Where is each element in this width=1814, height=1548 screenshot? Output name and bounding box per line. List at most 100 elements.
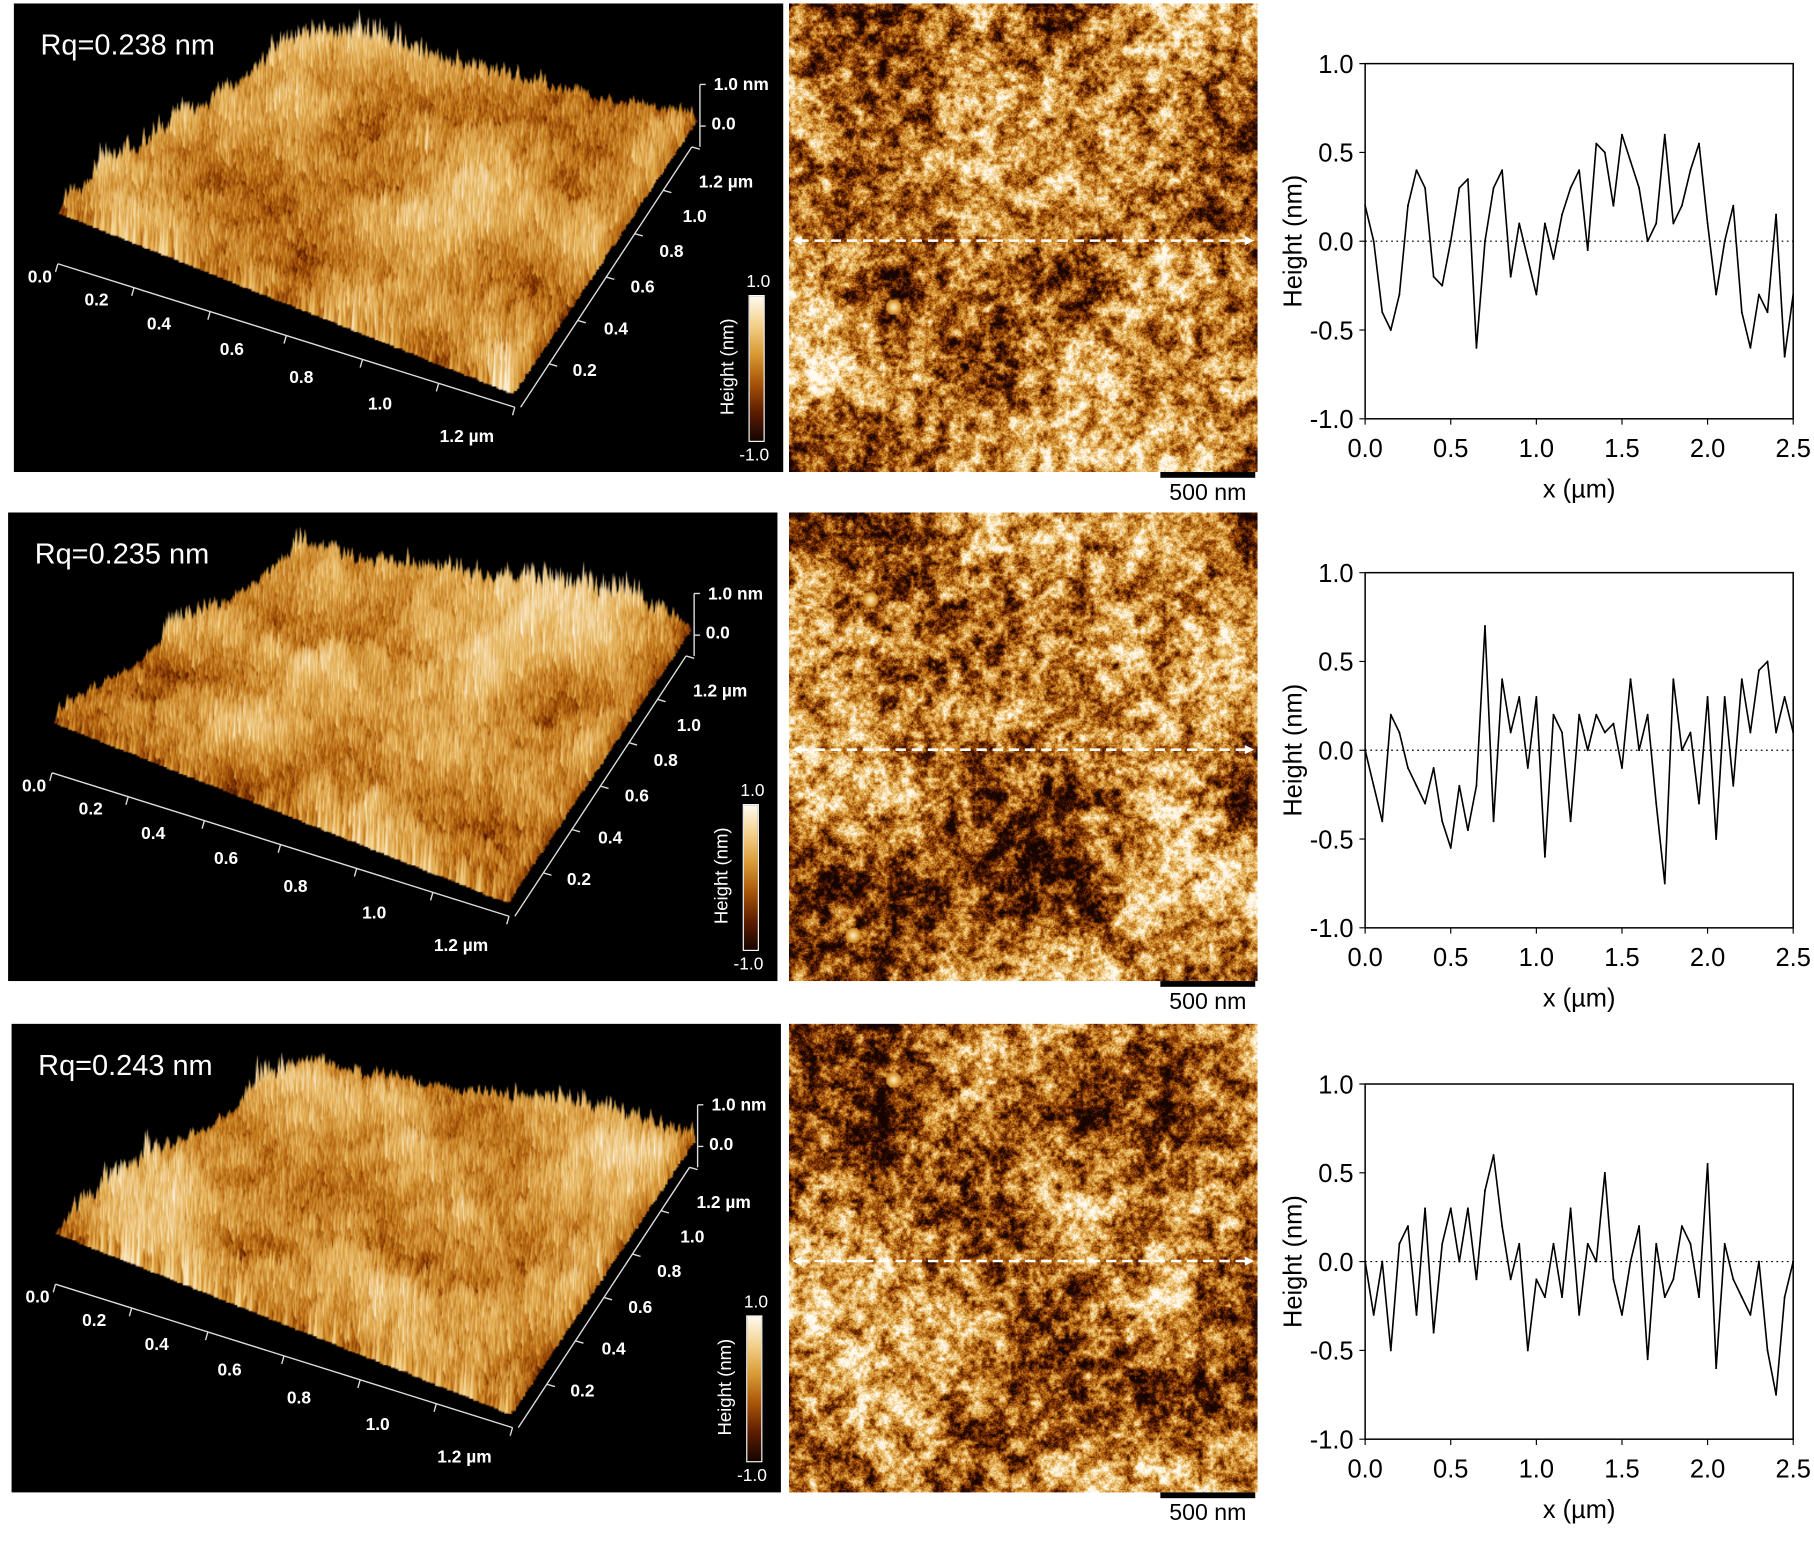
- y-tick-label: -1.0: [1310, 915, 1354, 943]
- z-axis-label: 1.0 nm: [711, 1095, 767, 1116]
- x-axis-label: 0.4: [141, 823, 166, 844]
- x-axis-tick: [49, 772, 53, 782]
- x-tick-label: 1.0: [1519, 1455, 1554, 1483]
- profile-data-point: [1715, 293, 1718, 296]
- profile-data-point: [1389, 329, 1392, 331]
- afm-3d-surface-panel: Rq=0.243 nm 1.0 nm 0.0 1.2 µm 1.0 0.8 0.6 0.4 0.…: [11, 1023, 781, 1493]
- profile-data-point: [1663, 1296, 1666, 1299]
- profile-data-point: [1398, 293, 1401, 296]
- profile-data-point: [1689, 169, 1692, 172]
- x-axis-label: 1.0: [365, 1414, 390, 1435]
- profile-data-point: [1543, 855, 1546, 858]
- profile-data-point: [1732, 1278, 1735, 1281]
- profile-data-point: [1501, 169, 1504, 172]
- profile-data-point: [1449, 1207, 1452, 1210]
- x-axis-tick: [125, 796, 129, 806]
- x-axis-tick: [201, 820, 206, 829]
- arrowhead-right-icon: [1244, 745, 1255, 755]
- colorbar-title: Height (nm): [712, 827, 733, 925]
- profile-data-point: [1372, 1313, 1375, 1316]
- colorbar-max-label: 1.0: [740, 780, 765, 801]
- y-axis-label: 1.2 µm: [696, 1192, 751, 1213]
- profile-data-point: [1775, 731, 1777, 734]
- profile-data-point: [1646, 1358, 1649, 1361]
- y-tick-label: 0.5: [1318, 649, 1353, 677]
- x-axis-tick: [357, 1379, 361, 1389]
- scale-bar: [1160, 472, 1256, 478]
- arrowhead-right-icon: [1244, 236, 1255, 246]
- height-profile-chart: 1.00.50.0-0.5-1.00.0 0.5 1.0 1.5 2.0 2.5x (µm…: [1280, 1071, 1811, 1524]
- scale-bar-label: 500 nm: [1169, 989, 1247, 1015]
- x-axis-label: 0.8: [289, 367, 314, 388]
- profile-data-point: [1432, 275, 1435, 278]
- profile-data-point: [1561, 213, 1563, 216]
- profile-line-marker: [792, 236, 1255, 246]
- x-tick-label: 1.0: [1519, 944, 1554, 972]
- y-axis-tick: [660, 1210, 670, 1214]
- colorbar-min-label: -1.0: [736, 1465, 767, 1486]
- surface-3d-render: [8, 512, 778, 982]
- profile-data-point: [1698, 802, 1700, 805]
- profile-data-point: [1792, 1260, 1795, 1263]
- x-tick-label: 2.0: [1690, 944, 1725, 972]
- profile-data-point: [1372, 784, 1375, 787]
- profile-data-point: [1518, 222, 1521, 225]
- x-axis-line: [51, 772, 510, 917]
- surface-3d-render: [13, 3, 784, 473]
- profile-data-point: [1415, 1313, 1418, 1316]
- surface-axes: [49, 592, 700, 925]
- profile-data-point: [1698, 1296, 1700, 1299]
- profile-data-point: [1364, 1260, 1367, 1263]
- height-profile-series: [1364, 625, 1794, 885]
- profile-data-point: [1792, 293, 1795, 296]
- profile-data-point: [1758, 669, 1760, 672]
- profile-data-point: [1680, 204, 1683, 207]
- rq-roughness-label: Rq=0.235 nm: [34, 537, 210, 571]
- height-profile-chart: 1.00.50.0-0.5-1.00.0 0.5 1.0 1.5 2.0 2.5x (µm…: [1280, 560, 1811, 1013]
- profile-data-point: [1749, 346, 1752, 349]
- x-tick-label: 2.0: [1690, 1455, 1725, 1483]
- y-tick-label: -0.5: [1310, 1338, 1354, 1366]
- profile-data-point: [1758, 293, 1760, 296]
- profile-data-point: [1672, 222, 1675, 225]
- profile-data-point: [1715, 1367, 1718, 1370]
- profile-data-point: [1569, 1207, 1572, 1210]
- profile-data-point: [1458, 1260, 1461, 1263]
- x-axis-title: x (µm): [1543, 475, 1616, 503]
- x-axis-tick: [435, 383, 440, 392]
- profile-data-point: [1655, 222, 1658, 225]
- profile-data-point: [1603, 731, 1606, 734]
- y-axis-title: Height (nm): [1280, 175, 1308, 308]
- rq-roughness-label: Rq=0.243 nm: [38, 1049, 213, 1082]
- x-axis-label: 0.8: [286, 1388, 312, 1408]
- profile-data-point: [1381, 1260, 1384, 1263]
- surface-axes: [52, 1104, 704, 1436]
- y-axis-label: 0.4: [603, 319, 629, 339]
- y-axis-label: 0.8: [653, 750, 678, 771]
- x-axis-label: 1.0: [362, 903, 387, 924]
- x-axis-tick: [54, 263, 59, 273]
- profile-data-point: [1586, 249, 1589, 252]
- profile-data-point: [1638, 749, 1641, 752]
- y-axis-line: [520, 146, 693, 408]
- profile-data-point: [1389, 1349, 1392, 1352]
- profile-data-point: [1492, 187, 1495, 189]
- profile-data-point: [1655, 802, 1658, 805]
- y-tick-label: 0.5: [1318, 1160, 1353, 1188]
- x-axis-tick: [359, 359, 364, 368]
- y-axis-label: 0.8: [659, 241, 684, 262]
- profile-data-point: [1458, 784, 1461, 787]
- arrowhead-left-icon: [792, 745, 802, 755]
- profile-data-point: [1381, 820, 1384, 823]
- x-axis-tick: [433, 1403, 438, 1412]
- profile-data-point: [1569, 820, 1572, 823]
- y-axis-label: 1.0: [680, 1227, 705, 1248]
- y-axis-label: 0.2: [570, 1381, 595, 1402]
- profile-data-point: [1629, 678, 1632, 681]
- profile-data-point: [1475, 346, 1478, 349]
- colorbar-min-label: -1.0: [739, 445, 770, 466]
- profile-data-point: [1586, 749, 1589, 752]
- x-tick-label: 0.0: [1347, 435, 1382, 463]
- profile-data-point: [1543, 1296, 1546, 1299]
